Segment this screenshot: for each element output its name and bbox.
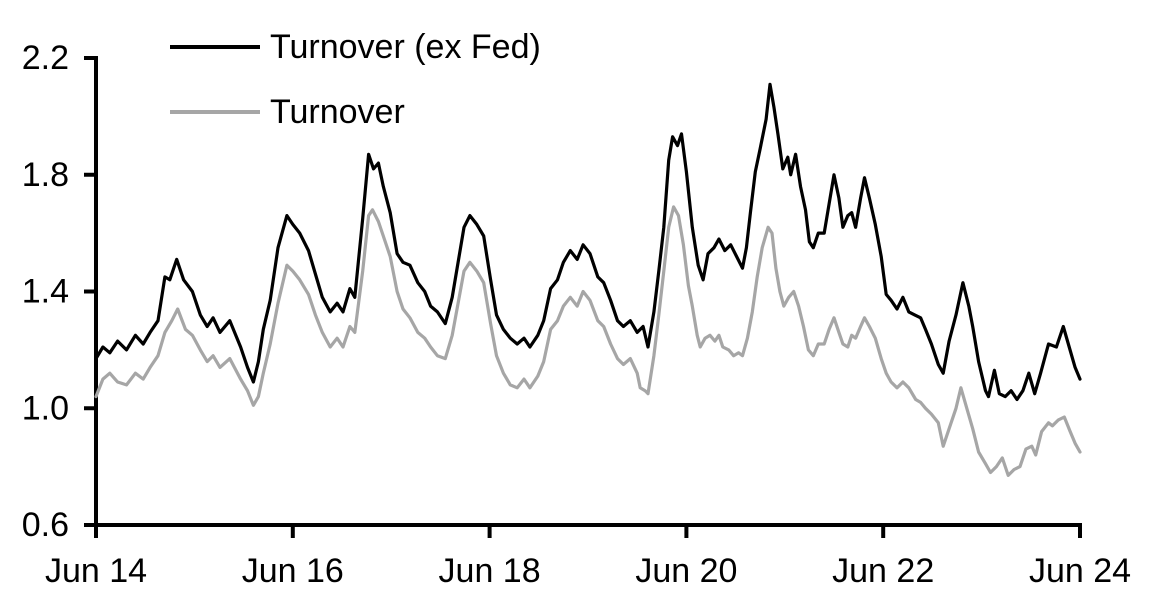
x-tick-label: Jun 18 bbox=[439, 552, 541, 590]
y-tick-label: 2.2 bbox=[22, 39, 69, 77]
y-tick-label: 1.0 bbox=[22, 389, 69, 427]
legend-item-turnover-ex-fed: Turnover (ex Fed) bbox=[170, 26, 541, 68]
y-tick-label: 0.6 bbox=[22, 506, 69, 544]
x-tick-label: Jun 16 bbox=[242, 552, 344, 590]
x-tick-label: Jun 22 bbox=[832, 552, 934, 590]
y-tick-label: 1.4 bbox=[22, 273, 69, 311]
line-turnover bbox=[94, 205, 1082, 477]
series-lines bbox=[94, 82, 1082, 477]
legend-item-turnover: Turnover bbox=[170, 91, 541, 133]
y-tick-label: 1.8 bbox=[22, 156, 69, 194]
x-tick-label: Jun 24 bbox=[1029, 552, 1131, 590]
legend-swatch-black-line bbox=[170, 45, 260, 49]
axis-tick-labels: 2.2 1.8 1.4 1.0 0.6 Jun 14 Jun 16 Jun 18 Jun 20 J… bbox=[22, 39, 1131, 590]
legend: Turnover (ex Fed) Turnover bbox=[170, 26, 541, 133]
line-turnover-ex-fed bbox=[94, 82, 1082, 402]
legend-swatch-gray-line bbox=[170, 110, 260, 114]
x-tick-label: Jun 14 bbox=[45, 552, 147, 590]
legend-label: Turnover bbox=[270, 93, 405, 131]
x-tick-label: Jun 20 bbox=[635, 552, 737, 590]
legend-label: Turnover (ex Fed) bbox=[270, 28, 541, 66]
